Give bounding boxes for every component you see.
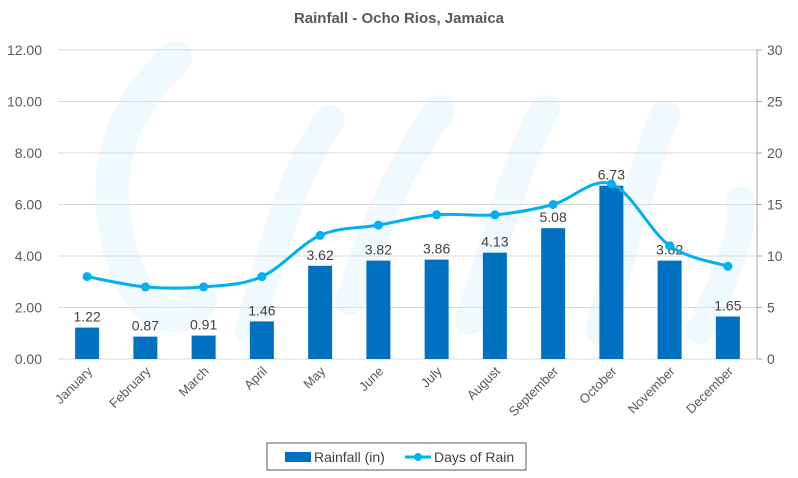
x-axis-labels: January February March April May June July Augu… [52, 363, 737, 419]
watermark-stroke [235, 105, 345, 345]
watermark-stroke [95, 41, 217, 333]
days-of-rain-marker [723, 261, 733, 271]
rainfall-bar [657, 260, 682, 359]
right-tick-label: 5 [767, 300, 775, 316]
days-of-rain-marker [373, 220, 383, 230]
days-of-rain-marker [490, 210, 500, 220]
rainfall-bar [75, 327, 100, 359]
rainfall-data-label: 1.46 [248, 302, 275, 318]
x-axis-label: December [683, 363, 736, 416]
days-of-rain-marker [140, 282, 150, 292]
x-axis-label: May [300, 363, 328, 391]
rainfall-data-label: 1.65 [714, 298, 741, 314]
days-of-rain-marker [606, 179, 616, 189]
gridlines [58, 49, 757, 360]
left-tick-label: 0.00 [15, 351, 42, 367]
legend-rainfall-label: Rainfall (in) [314, 449, 385, 465]
watermark-stroke [455, 95, 560, 335]
x-axis-label: March [176, 364, 212, 400]
rainfall-bars [75, 185, 740, 359]
x-axis-label: February [106, 363, 154, 411]
legend: Rainfall (in) Days of Rain [266, 442, 527, 471]
rainfall-data-label: 6.73 [598, 167, 625, 183]
left-tick-label: 2.00 [15, 300, 42, 316]
rainfall-bar [249, 321, 274, 359]
watermark-stroke [686, 186, 755, 344]
right-tick-label: 10 [767, 248, 783, 264]
rainfall-bar [424, 259, 449, 359]
rainfall-data-label: 3.82 [365, 242, 392, 258]
rainfall-data-label: 0.87 [132, 318, 159, 334]
rainfall-bar [308, 265, 333, 359]
legend-days-marker [414, 453, 422, 461]
rainfall-data-label: 0.91 [190, 317, 217, 333]
rainfall-data-labels: 1.22 0.87 0.91 1.46 3.62 3.82 3.86 4.13 5.08 6.73… [74, 167, 742, 334]
x-axis-label: January [52, 363, 96, 407]
legend-days-label: Days of Rain [434, 449, 514, 465]
days-of-rain-marker [432, 210, 442, 220]
watermark-stroke [335, 95, 455, 315]
left-axis: 0.00 2.00 4.00 6.00 8.00 10.00 12.00 [7, 42, 42, 367]
right-tick-label: 30 [767, 42, 783, 58]
days-of-rain-marker [199, 282, 209, 292]
rainfall-data-label: 5.08 [540, 209, 567, 225]
left-tick-label: 8.00 [15, 145, 42, 161]
x-axis-label: November [625, 363, 678, 416]
left-tick-label: 4.00 [15, 248, 42, 264]
rainfall-bar [133, 336, 158, 359]
days-of-rain-marker [82, 272, 92, 282]
left-tick-label: 12.00 [7, 42, 42, 58]
right-tick-label: 20 [767, 145, 783, 161]
rainfall-data-label: 1.22 [74, 309, 101, 325]
days-of-rain-marker [315, 230, 325, 240]
right-tick-label: 0 [767, 351, 775, 367]
rainfall-data-label: 4.13 [481, 234, 508, 250]
left-tick-label: 10.00 [7, 94, 42, 110]
x-axis-label: August [464, 363, 503, 402]
left-tick-label: 6.00 [15, 197, 42, 213]
rainfall-bar [366, 260, 391, 359]
x-axis-label: September [506, 363, 562, 419]
legend-rainfall-swatch [285, 452, 311, 462]
right-axis: 0 5 10 15 20 25 30 [756, 42, 783, 367]
right-tick-label: 25 [767, 94, 783, 110]
chart-title: Rainfall - Ocho Rios, Jamaica [294, 10, 505, 27]
x-axis-label: April [241, 363, 270, 392]
right-tick-label: 15 [767, 197, 783, 213]
days-of-rain-series [82, 179, 733, 292]
x-axis-label: June [356, 364, 387, 395]
days-of-rain-marker [548, 200, 558, 209]
rainfall-bar [541, 228, 566, 359]
rainfall-bar [482, 252, 507, 359]
rainfall-bar [715, 316, 740, 359]
rainfall-bar [599, 185, 624, 359]
rainfall-bar [191, 335, 216, 359]
rainfall-data-label: 3.62 [307, 247, 334, 263]
x-axis-label: July [418, 363, 445, 390]
x-axis-label: October [576, 363, 620, 407]
days-of-rain-marker [665, 241, 675, 251]
rainfall-data-label: 3.86 [423, 241, 450, 257]
days-of-rain-marker [257, 272, 267, 282]
